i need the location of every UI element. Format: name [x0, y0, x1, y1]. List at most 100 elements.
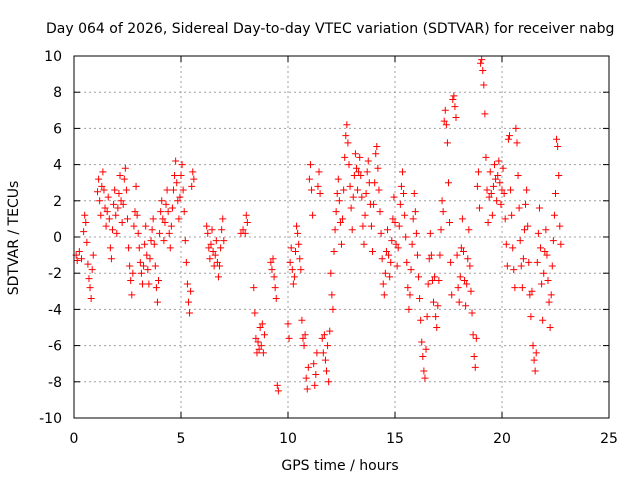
data-point: [555, 171, 563, 179]
data-point: [531, 367, 539, 375]
data-point: [463, 280, 471, 288]
data-point: [297, 266, 305, 274]
x-tick-label: 20: [493, 431, 511, 447]
data-point: [254, 338, 262, 346]
x-tick-label: 5: [177, 431, 186, 447]
data-point: [393, 262, 401, 270]
x-axis-label: GPS time / hours: [281, 458, 398, 474]
data-point: [532, 349, 540, 357]
data-point: [358, 193, 366, 201]
data-point: [357, 171, 365, 179]
data-point: [316, 190, 324, 198]
data-point: [181, 237, 189, 245]
data-point: [330, 247, 338, 255]
data-point: [472, 334, 480, 342]
data-point: [220, 237, 228, 245]
x-tick-label: 0: [70, 431, 79, 447]
data-point: [89, 251, 97, 259]
data-point: [294, 229, 302, 237]
data-point: [528, 287, 536, 295]
data-point: [505, 132, 513, 140]
data-point: [304, 363, 312, 371]
data-point: [82, 219, 90, 227]
data-point: [493, 197, 501, 205]
data-point: [509, 244, 517, 252]
data-point: [376, 208, 384, 216]
data-point: [384, 226, 392, 234]
data-point: [481, 110, 489, 118]
data-point: [361, 211, 369, 219]
data-point: [494, 171, 502, 179]
data-point: [411, 208, 419, 216]
data-point: [118, 219, 126, 227]
data-point: [557, 240, 565, 248]
data-point: [408, 240, 416, 248]
data-point: [423, 313, 431, 321]
data-point: [488, 211, 496, 219]
data-point: [367, 222, 375, 230]
data-point: [544, 276, 552, 284]
data-point: [137, 269, 145, 277]
data-point: [119, 200, 127, 208]
data-point: [549, 237, 557, 245]
data-point: [351, 150, 359, 158]
data-point: [331, 226, 339, 234]
data-point: [412, 229, 420, 237]
data-point: [525, 258, 533, 266]
chart-title: Day 064 of 2026, Sidereal Day-to-day VTE…: [46, 21, 614, 37]
data-point: [328, 291, 336, 299]
data-point: [438, 197, 446, 205]
data-point: [491, 161, 499, 169]
data-point: [485, 193, 493, 201]
data-point: [437, 226, 445, 234]
data-point: [274, 387, 282, 395]
data-point: [527, 313, 535, 321]
data-point: [116, 171, 124, 179]
data-point: [130, 222, 138, 230]
data-point: [332, 208, 340, 216]
data-point: [290, 273, 298, 281]
data-point: [480, 81, 488, 89]
data-point: [271, 284, 279, 292]
data-point: [339, 215, 347, 223]
data-point: [373, 143, 381, 150]
data-point: [517, 262, 525, 270]
data-point: [465, 226, 473, 234]
data-point: [146, 255, 154, 263]
data-point: [257, 342, 265, 350]
data-point: [471, 363, 479, 371]
y-tick-label: -6: [48, 339, 62, 355]
data-point: [203, 222, 211, 230]
data-point: [219, 215, 227, 223]
data-point: [155, 276, 163, 284]
data-point: [324, 342, 332, 350]
data-point: [440, 117, 448, 125]
data-point: [114, 204, 122, 212]
data-point: [88, 266, 96, 274]
data-point: [403, 258, 411, 266]
data-point: [84, 260, 92, 268]
data-point: [310, 360, 318, 368]
data-point: [450, 92, 458, 100]
data-point: [183, 280, 191, 288]
data-point: [96, 197, 104, 205]
data-point: [346, 182, 354, 190]
data-point: [388, 237, 396, 245]
data-point: [104, 193, 112, 201]
data-point: [273, 381, 281, 389]
data-point: [380, 291, 388, 299]
data-point: [501, 215, 509, 223]
data-point: [111, 186, 119, 194]
data-point: [272, 295, 280, 303]
data-point: [409, 215, 417, 223]
data-point: [267, 258, 275, 266]
data-point: [344, 139, 352, 147]
data-point: [524, 222, 532, 230]
data-point: [218, 226, 226, 234]
data-point: [142, 222, 150, 230]
data-point: [476, 204, 484, 212]
data-point: [284, 320, 292, 328]
data-point: [473, 182, 481, 190]
data-point: [466, 262, 474, 270]
data-point: [134, 229, 142, 237]
